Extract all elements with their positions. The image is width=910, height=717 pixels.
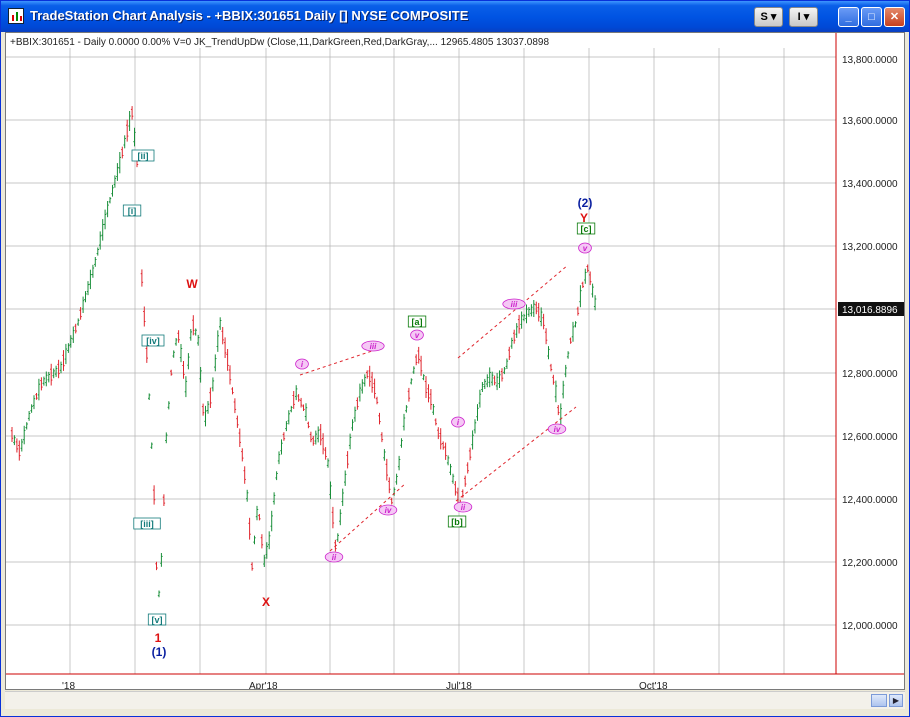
subwave-label-i-text: i [301, 360, 304, 369]
wave-label-b: [b] [447, 515, 467, 528]
chart-header: +BBIX:301651 - Daily 0.0000 0.00% V=0 JK… [10, 37, 549, 48]
wave-label-a: [a] [407, 315, 427, 328]
subwave-label-ii: ii [324, 551, 344, 563]
subwave-label-iii-2: iii [502, 298, 526, 310]
price-label: 12,200.0000 [842, 558, 898, 569]
wave-label-a-text: [a] [412, 317, 423, 327]
last-price-label: 13,016.8896 [842, 305, 898, 316]
wave-label-iv: [iv] [141, 334, 165, 347]
price-label: 13,600.0000 [842, 116, 898, 127]
time-axis: '18 Apr'18 Jul'18 Oct'18 [62, 681, 668, 692]
subwave-label-iv: iv [378, 504, 398, 516]
subwave-label-ii-2-text: ii [461, 503, 466, 512]
time-label: Oct'18 [639, 681, 668, 689]
wave-label-c-text: [c] [581, 224, 592, 234]
window-title: TradeStation Chart Analysis - +BBIX:3016… [30, 8, 469, 23]
price-bars [10, 106, 597, 598]
subwave-label-v: v [410, 329, 424, 341]
subwave-label-v-text: v [415, 331, 420, 340]
subwave-label-iii: iii [361, 340, 385, 352]
subwave-label-iv-text: iv [385, 506, 392, 515]
trend-lines [299, 264, 577, 552]
wave-label-ii: [ii] [131, 149, 155, 162]
trend-line [457, 264, 569, 359]
wave-label-iii: [iii] [133, 517, 161, 530]
price-label: 13,200.0000 [842, 242, 898, 253]
subwave-label-v-2-text: v [583, 244, 588, 253]
wave-label-v-text: [v] [152, 615, 163, 625]
chart-area[interactable]: [i] [ii] [iii] [iv] [v] 1 (1) W X Y (2) [a] [b] [c] i i… [5, 32, 905, 692]
subwave-label-iii-2-text: iii [511, 300, 518, 309]
time-label: '18 [62, 681, 75, 689]
wave-label-i: [i] [122, 204, 142, 217]
s-menu-button[interactable]: S ▾ [754, 7, 783, 27]
price-label: 12,000.0000 [842, 621, 898, 632]
wave-label-c: [c] [576, 222, 596, 235]
trend-line [299, 346, 385, 376]
subwave-label-i-2: i [451, 416, 465, 428]
price-axis: 13,800.0000 13,600.0000 13,400.0000 13,2… [838, 55, 904, 632]
subwave-label-iv-2: iv [547, 423, 567, 435]
chart-app-icon [8, 8, 24, 24]
wave-label-y: Y [580, 211, 588, 225]
price-label: 13,800.0000 [842, 55, 898, 66]
scroll-thumb[interactable] [871, 694, 887, 707]
scroll-right-arrow-icon[interactable]: ▶ [889, 694, 903, 707]
subwave-label-iii-text: iii [370, 342, 377, 351]
subwave-label-ii-2: ii [453, 501, 473, 513]
wave-label-i-text: [i] [128, 206, 137, 216]
price-label: 12,600.0000 [842, 432, 898, 443]
wave-label-x: X [262, 595, 270, 609]
close-button[interactable]: ✕ [884, 7, 905, 27]
i-menu-button[interactable]: I ▾ [789, 7, 818, 27]
price-label: 12,800.0000 [842, 369, 898, 380]
subwave-label-ii-text: ii [332, 553, 337, 562]
wave-labels: [i][ii][iii][iv][v]1(1)WXY(2)[a][b][c]ii… [122, 149, 596, 659]
wave-label-v: [v] [147, 613, 167, 626]
wave-label-w: W [186, 277, 198, 291]
title-bar[interactable]: TradeStation Chart Analysis - +BBIX:3016… [1, 1, 909, 32]
wave-label-iv-text: [iv] [146, 336, 160, 346]
wave-label-1-degree: (1) [152, 645, 167, 659]
subwave-label-i: i [295, 358, 309, 370]
trend-line [329, 482, 407, 552]
time-label: Apr'18 [249, 681, 278, 689]
wave-label-iii-text: [iii] [140, 519, 154, 529]
wave-label-ii-text: [ii] [138, 151, 149, 161]
price-label: 12,400.0000 [842, 495, 898, 506]
horizontal-scrollbar[interactable]: ▶ [5, 691, 905, 709]
subwave-label-i-2-text: i [457, 418, 460, 427]
time-label: Jul'18 [446, 681, 472, 689]
maximize-button[interactable]: □ [861, 7, 882, 27]
wave-label-b-text: [b] [451, 517, 463, 527]
price-chart[interactable]: [i][ii][iii][iv][v]1(1)WXY(2)[a][b][c]ii… [6, 33, 904, 692]
price-label: 13,400.0000 [842, 179, 898, 190]
trend-line [455, 406, 577, 502]
subwave-label-iv-2-text: iv [554, 425, 561, 434]
wave-label-1: 1 [155, 631, 162, 645]
subwave-label-v-2: v [578, 242, 592, 254]
minimize-button[interactable]: _ [838, 7, 859, 27]
wave-label-2-degree: (2) [578, 196, 593, 210]
